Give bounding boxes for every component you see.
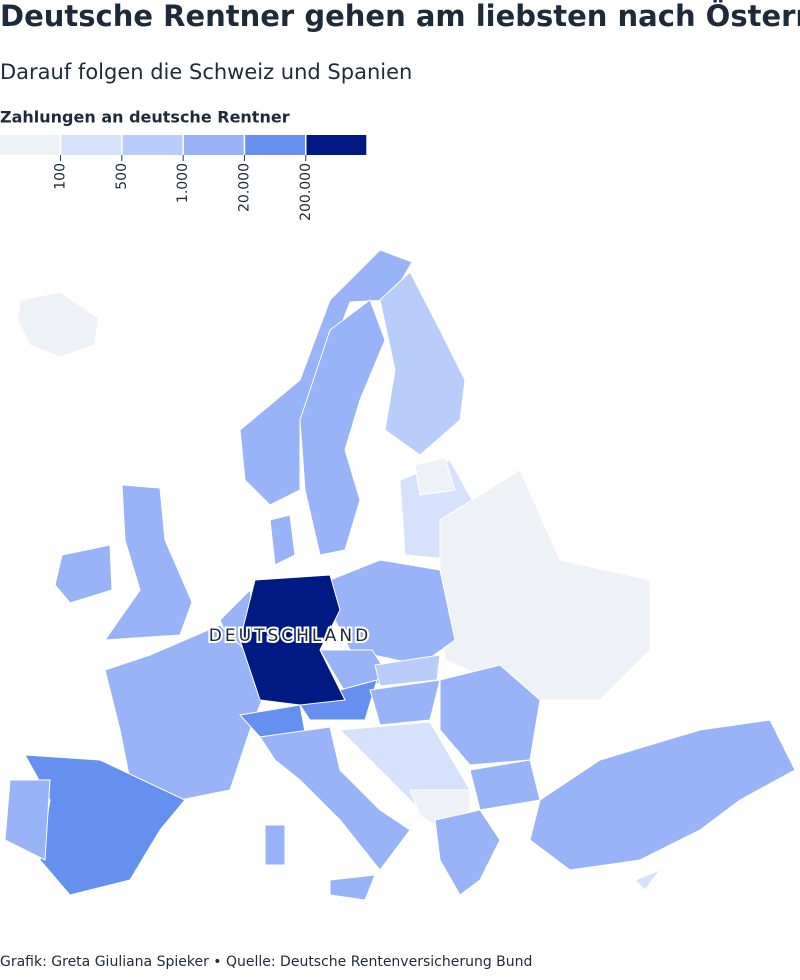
country — [379, 271, 466, 456]
legend-swatch — [245, 135, 305, 155]
country — [634, 868, 662, 891]
country — [414, 457, 456, 496]
countries — [4, 249, 796, 901]
country — [529, 719, 796, 871]
country — [104, 624, 263, 801]
country — [469, 759, 541, 811]
legend: 100 500 1.000 20.000 200.000 — [0, 135, 367, 221]
legend-swatch — [0, 135, 60, 155]
country — [17, 291, 99, 358]
country — [264, 824, 286, 866]
country — [239, 574, 346, 706]
footer: Grafik: Greta Giuliana Spieker • Quelle:… — [0, 954, 532, 970]
country — [299, 299, 386, 556]
subtitle: Darauf folgen die Schweiz und Spanien — [0, 60, 412, 84]
legend-swatch — [183, 135, 244, 155]
legend-tick-label: 100 — [53, 163, 69, 190]
legend-tick-label: 1.000 — [175, 163, 191, 203]
country — [269, 514, 296, 566]
country — [103, 484, 193, 641]
legend-tick-label: 20.000 — [236, 163, 252, 212]
country — [259, 726, 411, 871]
country — [369, 679, 441, 726]
legend-tick-label: 200.000 — [298, 163, 314, 221]
legend-tick-label: 500 — [114, 163, 130, 190]
map-label: DEUTSCHLAND — [209, 626, 371, 646]
legend-swatch — [61, 135, 122, 155]
country — [54, 544, 113, 604]
country — [239, 249, 413, 506]
legend-title: Zahlungen an deutsche Rentner — [0, 108, 290, 127]
legend-swatch — [122, 135, 183, 155]
title: Deutsche Rentner gehen am liebsten nach … — [0, 0, 800, 33]
legend-swatch — [306, 135, 367, 155]
country — [4, 779, 51, 861]
country — [329, 874, 376, 901]
country — [439, 469, 651, 701]
country — [329, 559, 456, 666]
country — [434, 809, 501, 896]
